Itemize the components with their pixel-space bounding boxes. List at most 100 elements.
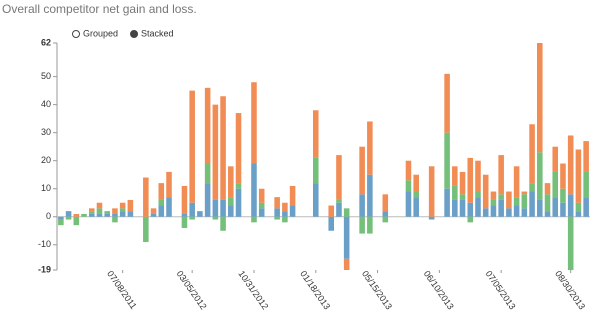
- y-tick-label: -19: [38, 264, 51, 274]
- bar-segment: [359, 194, 365, 217]
- bar-segment: [413, 191, 419, 198]
- legend-label[interactable]: Stacked: [141, 28, 174, 38]
- bar-segment: [251, 163, 257, 217]
- bar-segment: [336, 202, 342, 217]
- bar-segment: [127, 199, 134, 212]
- bar-segment: [73, 213, 80, 217]
- bar-segment: [220, 216, 226, 231]
- bar-segment: [258, 188, 265, 203]
- bar-segment: [575, 149, 582, 203]
- bar-segment: [220, 96, 226, 200]
- bar-segment: [343, 258, 350, 270]
- bar-segment: [482, 208, 489, 217]
- bar-segment: [467, 157, 474, 203]
- legend-option[interactable]: Grouped: [72, 28, 119, 38]
- bar-segment: [552, 146, 559, 172]
- bar-segment: [181, 216, 188, 228]
- bar-segment: [506, 208, 512, 217]
- bar-segment: [452, 185, 458, 200]
- bar-segment: [382, 211, 389, 217]
- bar-segment: [367, 174, 373, 217]
- bar-segment: [575, 211, 582, 217]
- bar-segment: [490, 191, 497, 200]
- bar-segment: [544, 211, 551, 217]
- bar-segment: [150, 213, 157, 217]
- bar-segment: [235, 183, 242, 189]
- y-tick-label: 0: [46, 211, 51, 221]
- bar-segment: [482, 174, 489, 209]
- bar-segment: [467, 216, 474, 223]
- bar-segment: [444, 132, 450, 189]
- x-tick-label: 03/05/2012: [175, 269, 209, 312]
- bar-segment: [521, 208, 528, 217]
- bar-segment: [119, 211, 126, 217]
- bar-segment: [459, 194, 466, 200]
- bar-segment: [498, 155, 504, 195]
- bar-segment: [189, 90, 195, 203]
- bar-segment: [567, 194, 574, 217]
- bar-segment: [513, 205, 520, 217]
- bar-segment: [143, 216, 149, 242]
- bar-segment: [359, 146, 365, 195]
- bar-segment: [274, 216, 280, 220]
- bar-segment: [189, 216, 195, 220]
- bar-segment: [96, 202, 103, 209]
- bar-segment: [88, 213, 95, 217]
- y-tick-label: 50: [41, 71, 51, 81]
- bar-segment: [428, 166, 435, 217]
- bar-segment: [158, 205, 165, 217]
- bar-segment: [529, 191, 535, 217]
- bar-segment: [204, 183, 211, 217]
- radio[interactable]: [130, 30, 139, 38]
- bar-segment: [274, 208, 280, 217]
- bar-segment: [343, 208, 350, 217]
- bar-segment: [537, 199, 543, 217]
- x-tick-label: 07/08/2011: [105, 269, 139, 311]
- bar-segment: [444, 73, 450, 133]
- bar-segment: [212, 216, 219, 220]
- bar-segment: [258, 208, 265, 217]
- bar-segment: [490, 205, 497, 217]
- bar-segment: [328, 216, 335, 231]
- bar-segment: [166, 171, 172, 198]
- bar-segment: [112, 216, 118, 223]
- bar-segment: [521, 194, 528, 209]
- bar-segment: [235, 188, 242, 217]
- bar-segment: [235, 113, 242, 184]
- x-tick-label: 07/05/2013: [484, 269, 518, 312]
- bar-segment: [459, 171, 466, 195]
- bar-segment: [81, 213, 87, 217]
- legend-option[interactable]: Stacked: [130, 28, 174, 38]
- bar-segment: [166, 197, 172, 217]
- bar-segment: [258, 202, 265, 209]
- y-tick-label: 40: [41, 99, 51, 109]
- bar-segment: [189, 202, 195, 217]
- x-tick-label: 01/18/2013: [298, 269, 332, 312]
- radio[interactable]: [72, 30, 80, 38]
- bar-segment: [513, 166, 520, 198]
- bar-segment: [583, 141, 589, 172]
- bar-segment: [204, 87, 211, 164]
- bar-segment: [58, 219, 64, 226]
- bar-segment: [552, 197, 559, 217]
- legend-label[interactable]: Grouped: [83, 28, 118, 38]
- bar-segment: [197, 211, 203, 217]
- bar-segment: [428, 216, 435, 220]
- bar-segment: [336, 155, 342, 200]
- bar-segment: [529, 183, 535, 192]
- bar-segment: [119, 208, 126, 212]
- bar-segment: [413, 197, 419, 217]
- y-tick-label: -10: [38, 239, 51, 249]
- bar-segment: [212, 199, 219, 217]
- y-tick-label: 10: [41, 183, 51, 193]
- bar-segment: [382, 194, 389, 212]
- bar-segment: [560, 202, 566, 217]
- bar-segment: [560, 163, 566, 189]
- bar-segment: [228, 166, 234, 198]
- y-tick-label: 62: [41, 37, 51, 47]
- bar-segment: [544, 183, 551, 195]
- bar-segment: [537, 43, 543, 153]
- x-tick-label: 08/30/2013: [553, 269, 587, 312]
- bar-segment: [475, 197, 481, 217]
